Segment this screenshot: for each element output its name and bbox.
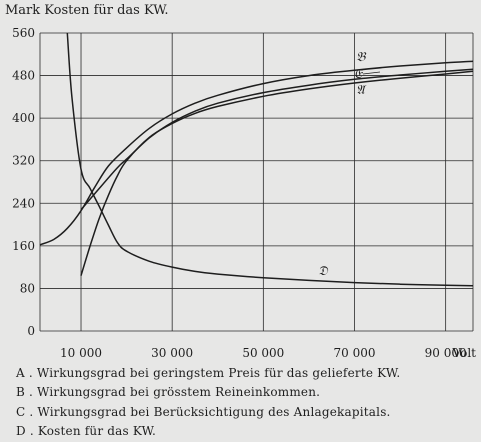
curve-label-c-leader: [362, 71, 381, 75]
chart-grid: [39, 32, 474, 332]
y-tick-label: 240: [12, 196, 35, 210]
legend-item-b: B . Wirkungsgrad bei grösstem Reineinkom…: [16, 385, 321, 400]
legend-item-d: D . Kosten für das KW.: [16, 424, 157, 439]
curve-label-d: 𝔇: [318, 264, 329, 279]
x-tick-label: 50 000: [242, 346, 284, 360]
x-tick-label: 10 000: [60, 346, 102, 360]
chart-title: Mark Kosten für das KW.: [5, 3, 168, 18]
series-line-a: [80, 70, 474, 276]
legend: A . Wirkungsgrad bei geringstem Preis fü…: [16, 364, 476, 442]
y-tick-label: 560: [12, 26, 35, 40]
curve-label-c: 𝔈: [354, 67, 364, 82]
y-tick-label: 320: [12, 154, 35, 168]
curve-label-b: 𝔅: [356, 50, 367, 65]
y-axis-ticks: 0 80 160 240 320 400 480 560: [12, 26, 35, 338]
y-tick-label: 400: [12, 111, 35, 125]
legend-item-a: A . Wirkungsgrad bei geringstem Preis fü…: [16, 366, 401, 380]
y-tick-label: 80: [20, 281, 35, 295]
x-tick-label: 30 000: [151, 346, 193, 360]
chart-series: [39, 32, 474, 287]
x-axis-unit-label: Volt: [452, 346, 477, 360]
y-tick-label: 0: [27, 324, 35, 338]
series-line-d: [66, 32, 474, 287]
x-tick-label: 90 000: [425, 346, 467, 360]
curve-label-a: 𝔄: [356, 83, 367, 98]
curve-labels: 𝔅𝔈𝔄 𝔇: [318, 50, 381, 279]
y-tick-label: 160: [12, 239, 35, 253]
series-line-b: [39, 60, 474, 246]
series-line-c: [80, 68, 474, 211]
x-tick-label: 70 000: [333, 346, 375, 360]
legend-item-c: C . Wirkungsgrad bei Berücksichtigung de…: [16, 404, 391, 419]
y-tick-label: 480: [12, 69, 35, 83]
